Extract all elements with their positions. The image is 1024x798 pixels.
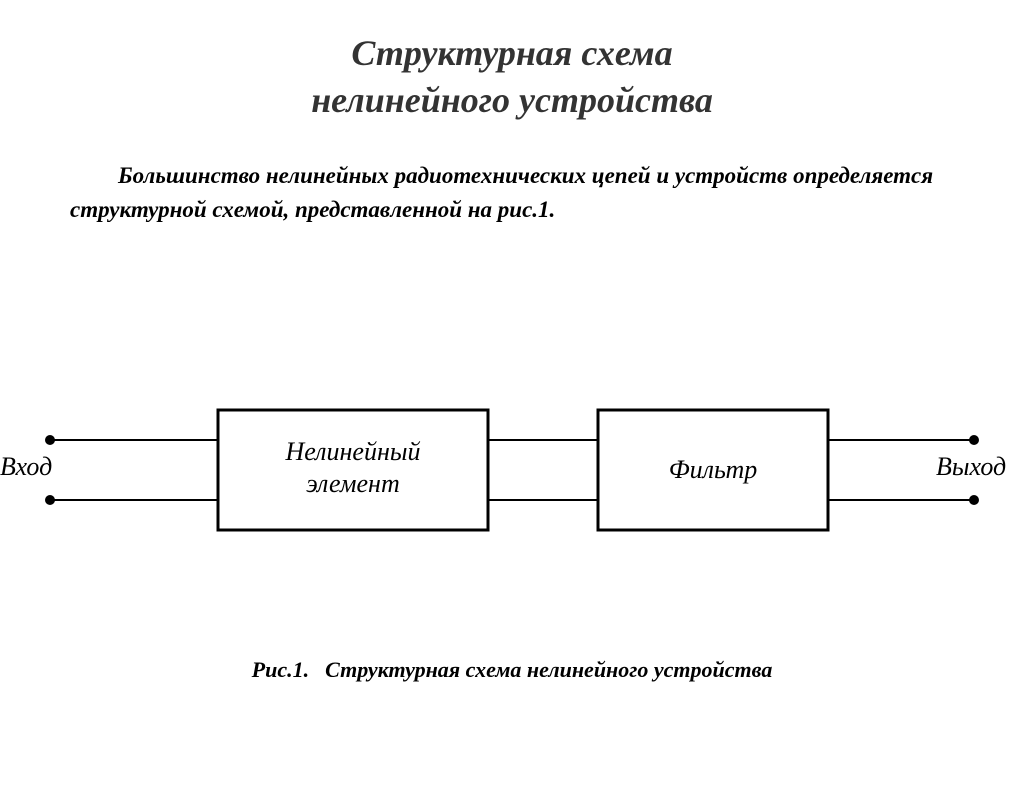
svg-text:Вход: Вход — [0, 452, 52, 481]
title-line-2: нелинейного устройства — [0, 77, 1024, 124]
svg-text:Выход: Выход — [936, 452, 1006, 481]
svg-text:Нелинейный: Нелинейный — [285, 437, 421, 466]
caption-prefix: Рис.1. — [252, 657, 309, 682]
title-line-1: Структурная схема — [0, 30, 1024, 77]
caption-text: Структурная схема нелинейного устройства — [325, 657, 772, 682]
svg-text:элемент: элемент — [306, 469, 400, 498]
figure-caption: Рис.1. Структурная схема нелинейного устр… — [0, 657, 1024, 683]
diagram-svg: Нелинейный элемент Фильтр Вход Выход — [0, 400, 1024, 620]
description-content: Большинство нелинейных радиотехнических … — [70, 163, 933, 223]
page-title: Структурная схема нелинейного устройства — [0, 30, 1024, 124]
description-text: Большинство нелинейных радиотехнических … — [70, 159, 954, 228]
svg-text:Фильтр: Фильтр — [669, 455, 758, 484]
block-diagram: Нелинейный элемент Фильтр Вход Выход — [0, 400, 1024, 620]
